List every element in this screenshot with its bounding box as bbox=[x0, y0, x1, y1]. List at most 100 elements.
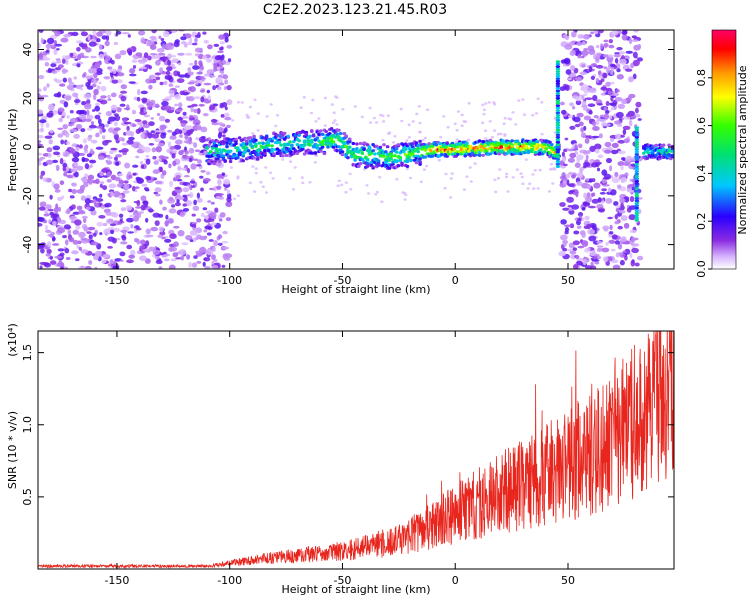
streak-cell bbox=[555, 133, 561, 137]
tick-label: 0.0 bbox=[695, 260, 708, 278]
noise-cell bbox=[136, 96, 141, 102]
noise-cell bbox=[161, 236, 166, 240]
noise-cell bbox=[190, 163, 197, 170]
noise-cell bbox=[203, 229, 208, 233]
streak-cell bbox=[555, 87, 561, 90]
noise-cell bbox=[113, 121, 118, 127]
noise-cell bbox=[614, 58, 619, 64]
noise-cell bbox=[604, 149, 612, 154]
noise-cell bbox=[43, 219, 48, 224]
noise-cell bbox=[45, 43, 52, 49]
noise-cell bbox=[78, 113, 87, 120]
signal-cell bbox=[667, 143, 671, 147]
signal-cell bbox=[382, 154, 386, 158]
noise-cell bbox=[98, 155, 105, 161]
noise-cell bbox=[73, 161, 79, 167]
noise-cell bbox=[226, 124, 231, 128]
tick-label: 0 bbox=[452, 274, 459, 287]
noise-cell bbox=[102, 222, 108, 227]
noise-cell bbox=[217, 122, 223, 126]
noise-cell bbox=[196, 197, 203, 203]
signal-cell bbox=[210, 146, 215, 150]
streak-cell bbox=[634, 143, 639, 147]
noise-cell bbox=[608, 239, 615, 244]
noise-cell bbox=[573, 116, 581, 123]
signal-cell bbox=[654, 143, 659, 147]
noise-cell bbox=[144, 258, 151, 264]
noise-cell bbox=[167, 217, 174, 224]
noise-cell bbox=[148, 79, 157, 84]
noise-cell bbox=[569, 250, 577, 255]
noise-cell bbox=[174, 94, 181, 100]
noise-cell bbox=[596, 52, 602, 57]
noise-cell bbox=[588, 205, 596, 209]
streak-cell bbox=[634, 216, 639, 220]
signal-cell bbox=[250, 144, 255, 148]
noise-cell bbox=[75, 146, 80, 151]
noise-cell bbox=[165, 70, 171, 76]
signal-cell bbox=[517, 142, 522, 146]
noise-cell bbox=[110, 92, 117, 98]
noise-cell bbox=[59, 180, 65, 185]
streak-cell bbox=[634, 184, 639, 188]
faint-cell bbox=[425, 108, 430, 111]
noise-cell bbox=[139, 59, 148, 63]
noise-cell bbox=[62, 124, 68, 130]
signal-cell bbox=[340, 150, 345, 154]
noise-cell bbox=[634, 107, 639, 114]
noise-cell bbox=[63, 101, 69, 108]
noise-cell bbox=[91, 139, 98, 144]
noise-cell bbox=[605, 100, 610, 107]
noise-cell bbox=[120, 90, 127, 94]
noise-cell bbox=[88, 260, 93, 265]
noise-cell bbox=[617, 225, 623, 230]
noise-cell bbox=[563, 57, 571, 65]
noise-cell bbox=[560, 219, 567, 225]
noise-cell bbox=[198, 152, 204, 156]
noise-cell bbox=[168, 264, 176, 269]
noise-cell bbox=[590, 261, 594, 266]
signal-cell bbox=[337, 145, 341, 149]
noise-cell bbox=[92, 68, 98, 74]
signal-cell bbox=[530, 150, 534, 154]
noise-cell bbox=[211, 122, 219, 126]
signal-cell bbox=[349, 155, 354, 159]
noise-cell bbox=[112, 261, 117, 265]
noise-cell bbox=[622, 30, 628, 35]
noise-cell bbox=[155, 146, 162, 153]
streak-cell bbox=[634, 157, 639, 161]
streak-cell bbox=[555, 157, 561, 161]
noise-cell bbox=[46, 147, 53, 153]
noise-cell bbox=[612, 264, 621, 269]
noise-cell bbox=[196, 71, 203, 75]
noise-cell bbox=[207, 95, 211, 101]
faint-cell bbox=[405, 167, 409, 171]
tick-label: 0 bbox=[452, 574, 459, 587]
noise-cell bbox=[65, 132, 70, 138]
noise-cell bbox=[53, 93, 61, 98]
noise-cell bbox=[38, 217, 45, 223]
noise-cell bbox=[49, 260, 57, 265]
noise-cell bbox=[76, 165, 84, 171]
noise-cell bbox=[170, 246, 178, 252]
noise-cell bbox=[120, 95, 127, 102]
noise-cell bbox=[615, 205, 621, 209]
signal-cell bbox=[411, 152, 415, 156]
signal-cell bbox=[344, 134, 348, 138]
noise-cell bbox=[129, 214, 135, 218]
noise-cell bbox=[616, 74, 624, 80]
faint-cell bbox=[493, 129, 497, 132]
tick-label: -50 bbox=[333, 274, 351, 287]
noise-cell bbox=[164, 75, 173, 78]
noise-cell bbox=[39, 265, 43, 269]
noise-cell bbox=[206, 232, 212, 236]
faint-cell bbox=[442, 115, 446, 118]
signal-cell bbox=[398, 156, 403, 160]
noise-cell bbox=[559, 160, 565, 166]
noise-cell bbox=[204, 266, 211, 269]
signal-cell bbox=[335, 132, 339, 136]
faint-cell bbox=[503, 133, 507, 136]
signal-cell bbox=[228, 149, 233, 153]
faint-cell bbox=[532, 187, 536, 190]
